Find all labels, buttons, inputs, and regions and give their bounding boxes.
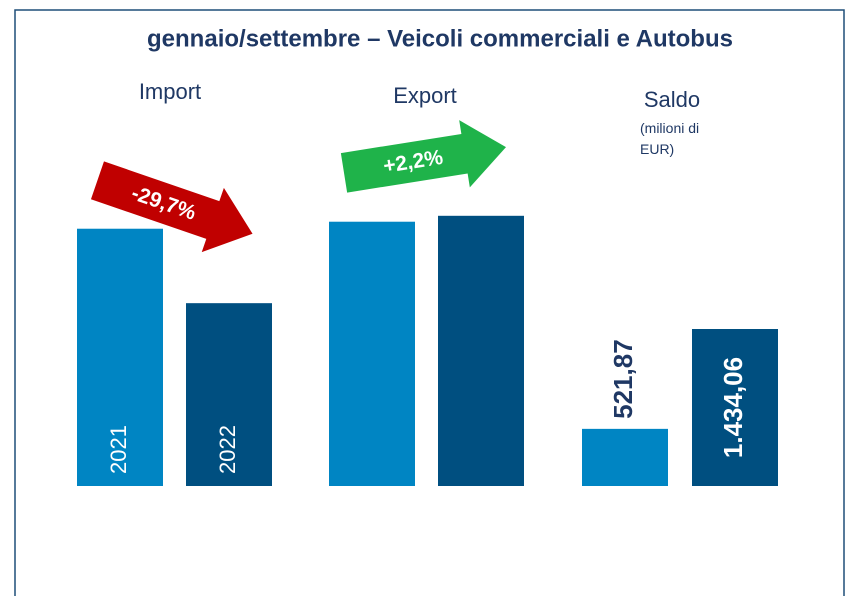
category-label: 2021 (106, 425, 131, 474)
arrow: +2,2% (340, 120, 506, 193)
bar (329, 221, 415, 486)
chart-title: gennaio/settembre – Veicoli commerciali … (147, 25, 733, 52)
arrow-shape (340, 120, 506, 193)
bar (77, 228, 163, 486)
panel-subtitle: (milioni di EUR) (640, 120, 700, 157)
value-label: 521,87 (608, 339, 638, 419)
bar (186, 303, 272, 486)
category-label: 2022 (215, 425, 240, 474)
panel-title: Import (139, 79, 201, 104)
arrow-shape (90, 161, 253, 253)
bar (692, 329, 778, 486)
value-label: 1.434,06 (718, 357, 748, 458)
frame (14, 9, 845, 596)
panel-title: Export (393, 83, 457, 108)
panel-title: Saldo (644, 87, 700, 112)
bar (582, 428, 668, 486)
bar (438, 215, 524, 487)
